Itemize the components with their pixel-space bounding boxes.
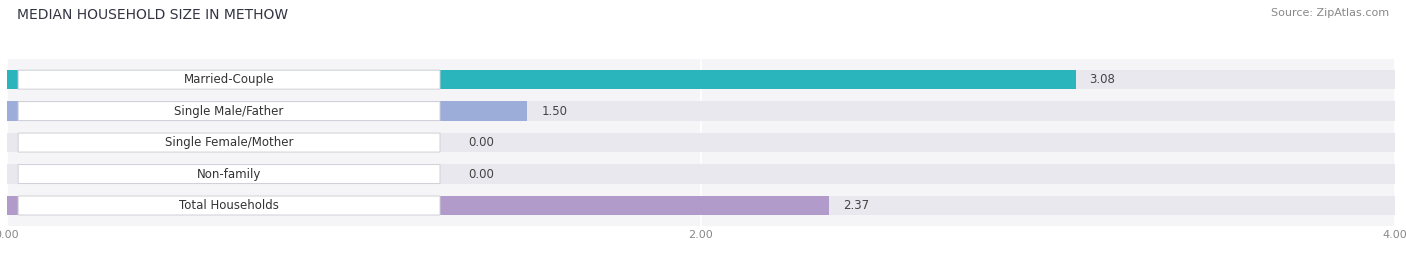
Bar [7,164,1395,184]
Bar [7,196,830,215]
Bar [7,101,527,121]
Bar [7,101,1395,121]
Text: 2.37: 2.37 [844,199,869,212]
FancyBboxPatch shape [18,196,440,215]
Text: Non-family: Non-family [197,168,262,180]
Bar [7,70,1395,89]
FancyBboxPatch shape [18,70,440,89]
Text: Married-Couple: Married-Couple [184,73,274,86]
Text: 0.00: 0.00 [468,136,495,149]
Text: 0.00: 0.00 [468,168,495,180]
Text: 3.08: 3.08 [1090,73,1115,86]
Text: 1.50: 1.50 [541,105,567,118]
Text: MEDIAN HOUSEHOLD SIZE IN METHOW: MEDIAN HOUSEHOLD SIZE IN METHOW [17,8,288,22]
Bar [7,133,1395,152]
FancyBboxPatch shape [18,165,440,183]
Bar [7,70,1076,89]
Bar [7,196,1395,215]
Text: Total Households: Total Households [179,199,278,212]
FancyBboxPatch shape [18,102,440,121]
FancyBboxPatch shape [18,133,440,152]
Text: Single Female/Mother: Single Female/Mother [165,136,294,149]
Text: Single Male/Father: Single Male/Father [174,105,284,118]
Text: Source: ZipAtlas.com: Source: ZipAtlas.com [1271,8,1389,18]
